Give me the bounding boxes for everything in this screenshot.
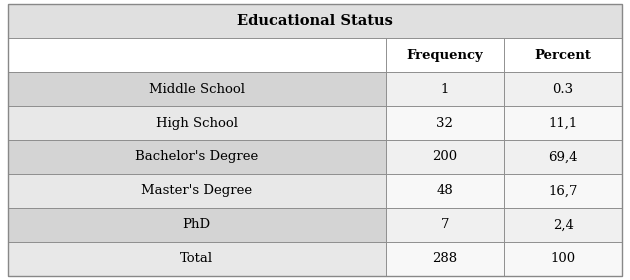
Bar [8, 72, 386, 106]
Bar [504, 38, 622, 72]
Text: Bachelor's Degree: Bachelor's Degree [135, 150, 258, 164]
Bar [386, 140, 504, 174]
Bar [386, 208, 504, 242]
Bar [386, 106, 504, 140]
Text: Middle School: Middle School [149, 83, 244, 95]
Text: 11,1: 11,1 [549, 116, 578, 130]
Bar [504, 140, 622, 174]
Text: Master's Degree: Master's Degree [141, 185, 252, 197]
Text: 7: 7 [440, 218, 449, 231]
Bar [386, 242, 504, 276]
Bar [386, 38, 504, 72]
Bar [8, 174, 386, 208]
Bar [504, 208, 622, 242]
Text: 69,4: 69,4 [548, 150, 578, 164]
Text: 48: 48 [437, 185, 453, 197]
Bar [8, 4, 622, 38]
Text: Educational Status: Educational Status [237, 14, 393, 28]
Text: Percent: Percent [535, 49, 592, 62]
Text: 16,7: 16,7 [548, 185, 578, 197]
Bar [504, 174, 622, 208]
Bar [8, 140, 386, 174]
Bar [8, 242, 386, 276]
Bar [386, 72, 504, 106]
Bar [504, 106, 622, 140]
Text: 1: 1 [440, 83, 449, 95]
Bar [504, 242, 622, 276]
Bar [8, 208, 386, 242]
Text: Total: Total [180, 252, 213, 265]
Text: 32: 32 [437, 116, 453, 130]
Text: 2,4: 2,4 [553, 218, 573, 231]
Text: 288: 288 [432, 252, 457, 265]
Text: 0.3: 0.3 [553, 83, 574, 95]
Text: High School: High School [156, 116, 238, 130]
Text: 200: 200 [432, 150, 457, 164]
Text: 100: 100 [551, 252, 576, 265]
Bar [504, 72, 622, 106]
Bar [8, 38, 386, 72]
Text: PhD: PhD [183, 218, 210, 231]
Bar [8, 106, 386, 140]
Bar [386, 174, 504, 208]
Text: Frequency: Frequency [406, 49, 483, 62]
